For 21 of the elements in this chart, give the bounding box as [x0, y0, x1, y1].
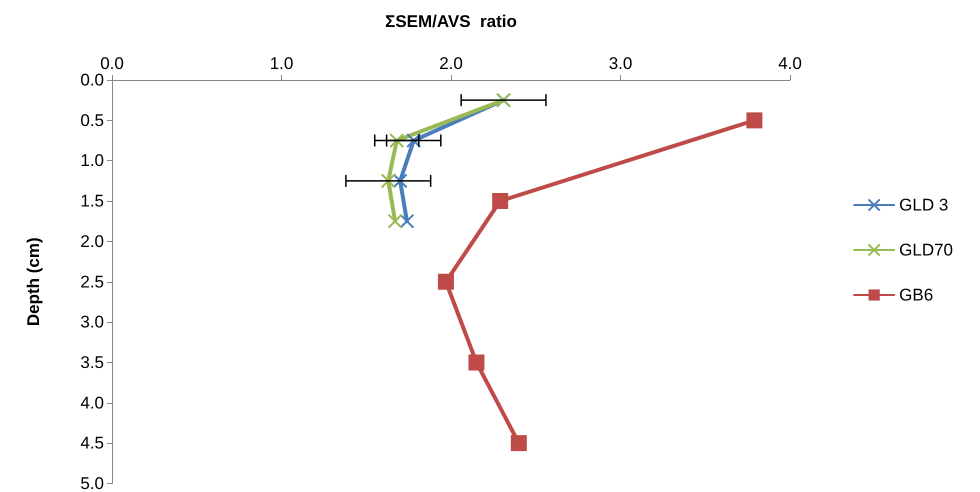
- y-tick-label: 2.5: [80, 272, 104, 292]
- y-tick-label: 1.5: [80, 192, 104, 211]
- y-tick-label: 5.0: [80, 474, 104, 492]
- legend-label: GB6: [899, 286, 934, 304]
- legend-label: GLD 3: [899, 196, 948, 214]
- x-tick-label: 2.0: [439, 54, 463, 73]
- x-tick-label: 1.0: [270, 54, 294, 73]
- x-axis-title: ΣSEM/AVS ratio: [385, 12, 517, 31]
- y-tick-label: 3.0: [80, 312, 104, 332]
- y-tick-label: 3.5: [80, 352, 104, 372]
- y-axis-title: Depth (cm): [24, 237, 43, 326]
- y-tick-label: 2.0: [80, 232, 104, 251]
- x-tick-label: 4.0: [778, 54, 802, 73]
- x-tick-label: 3.0: [608, 54, 632, 73]
- y-tick-label: 4.5: [80, 434, 104, 453]
- x-tick-label: 0.0: [100, 54, 124, 73]
- y-tick-label: 0.0: [80, 70, 104, 90]
- y-tick-label: 4.0: [80, 393, 104, 412]
- y-tick-label: 0.5: [80, 110, 104, 130]
- legend-label: GLD70: [899, 240, 954, 260]
- y-tick-label: 1.0: [80, 151, 104, 170]
